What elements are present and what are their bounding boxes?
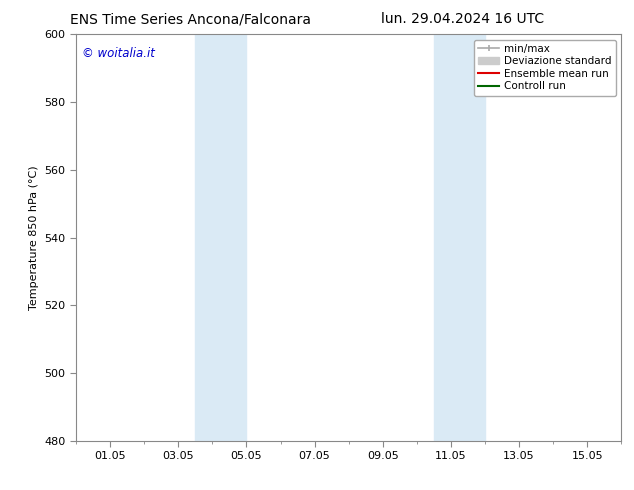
Text: lun. 29.04.2024 16 UTC: lun. 29.04.2024 16 UTC — [381, 12, 545, 26]
Bar — [434, 34, 485, 441]
Y-axis label: Temperature 850 hPa (°C): Temperature 850 hPa (°C) — [29, 165, 39, 310]
Legend: min/max, Deviazione standard, Ensemble mean run, Controll run: min/max, Deviazione standard, Ensemble m… — [474, 40, 616, 96]
Text: © woitalia.it: © woitalia.it — [82, 47, 155, 59]
Bar — [195, 34, 247, 441]
Text: ENS Time Series Ancona/Falconara: ENS Time Series Ancona/Falconara — [70, 12, 311, 26]
